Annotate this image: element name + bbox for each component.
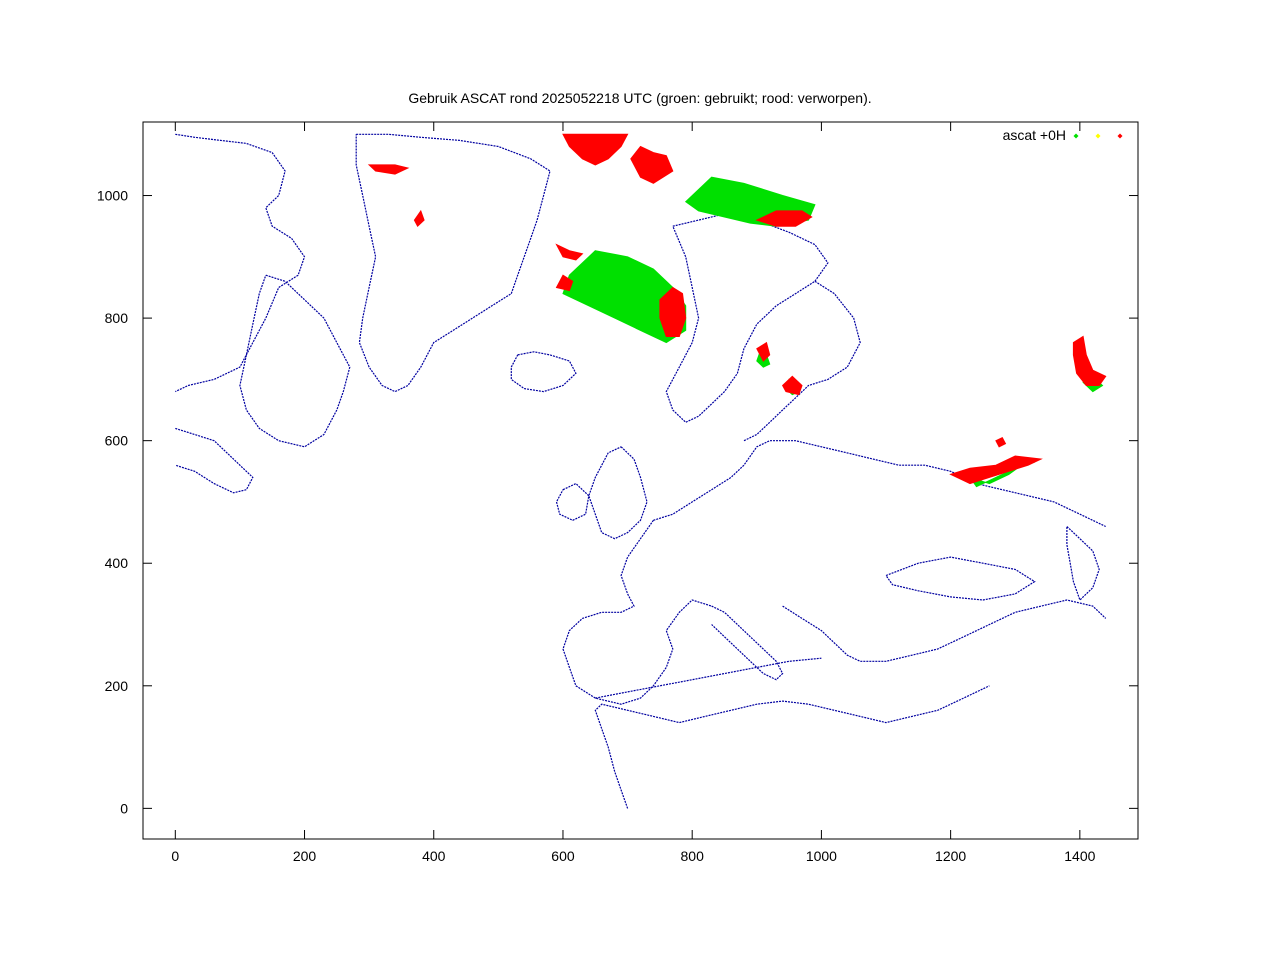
coastline-finland-baltic bbox=[743, 280, 861, 442]
coastline-scandinavia bbox=[665, 213, 829, 424]
coastline-greenland bbox=[355, 133, 551, 393]
x-tick-label: 0 bbox=[171, 848, 179, 864]
axes: 0 200 400 600 800 1000 1200 1400 0 200 400 600 800 10… bbox=[97, 122, 1138, 864]
series-verworpen-region-10 bbox=[949, 455, 1043, 485]
coastline-baffin bbox=[239, 274, 351, 448]
y-tick-label: 200 bbox=[105, 678, 129, 694]
series-verworpen-region-8 bbox=[756, 341, 771, 362]
y-tick-label: 600 bbox=[105, 433, 129, 449]
series-verworpen-region-9 bbox=[781, 375, 803, 396]
series-verworpen-region-6 bbox=[555, 274, 574, 292]
chart-title: Gebruik ASCAT rond 2025052218 UTC (groen… bbox=[408, 90, 871, 106]
legend-marker-gebruikt bbox=[1073, 133, 1079, 139]
legend-marker-onbekend bbox=[1095, 133, 1101, 139]
plot-frame bbox=[142, 121, 1139, 840]
coastline-balkans-turkey bbox=[782, 599, 1107, 662]
x-tick-label: 400 bbox=[422, 848, 446, 864]
x-tick-label: 1000 bbox=[806, 848, 837, 864]
legend-title: ascat +0H bbox=[1003, 127, 1066, 143]
series-gebruikt-region-1 bbox=[562, 250, 687, 344]
series-verworpen-region-4 bbox=[755, 210, 813, 227]
y-tick-label: 400 bbox=[105, 555, 129, 571]
series-verworpen-region-7 bbox=[659, 286, 687, 337]
series-verworpen bbox=[367, 133, 1107, 485]
series-verworpen-region-3 bbox=[630, 145, 674, 184]
coastline-ireland bbox=[555, 482, 590, 521]
y-tick-label: 1000 bbox=[97, 188, 128, 204]
legend: ascat +0H bbox=[1003, 127, 1123, 143]
coastline-layer bbox=[175, 133, 1107, 809]
coastline-caspian bbox=[1066, 526, 1100, 602]
coastline-med-coast bbox=[595, 657, 822, 699]
x-tick-label: 800 bbox=[681, 848, 705, 864]
x-tick-label: 200 bbox=[293, 848, 317, 864]
coastline-canada-arctic bbox=[175, 133, 306, 393]
series-verworpen-region-12 bbox=[995, 436, 1007, 448]
series-verworpen-region-0 bbox=[562, 133, 629, 166]
coastline-africa-north bbox=[594, 685, 990, 809]
legend-marker-verworpen bbox=[1117, 133, 1123, 139]
series-verworpen-region-2 bbox=[413, 209, 425, 228]
series-verworpen-region-5 bbox=[555, 243, 584, 261]
coastline-british-isles bbox=[588, 446, 648, 540]
x-tick-label: 1200 bbox=[935, 848, 966, 864]
x-tick-label: 1400 bbox=[1064, 848, 1095, 864]
y-tick-label: 0 bbox=[120, 800, 128, 816]
series-verworpen-region-11 bbox=[1072, 335, 1107, 386]
coastline-iceland bbox=[510, 351, 577, 393]
observations-layer bbox=[367, 133, 1107, 488]
series-gebruikt bbox=[562, 176, 1104, 488]
x-tick-label: 600 bbox=[551, 848, 575, 864]
coastline-italy bbox=[711, 605, 784, 681]
y-tick-label: 800 bbox=[105, 310, 129, 326]
coastline-labrador bbox=[175, 427, 254, 494]
coastline-black-sea bbox=[885, 556, 1036, 601]
series-verworpen-region-1 bbox=[367, 164, 410, 175]
coastline-continent-north bbox=[653, 440, 1106, 528]
coastline-france-iberia bbox=[562, 519, 712, 705]
